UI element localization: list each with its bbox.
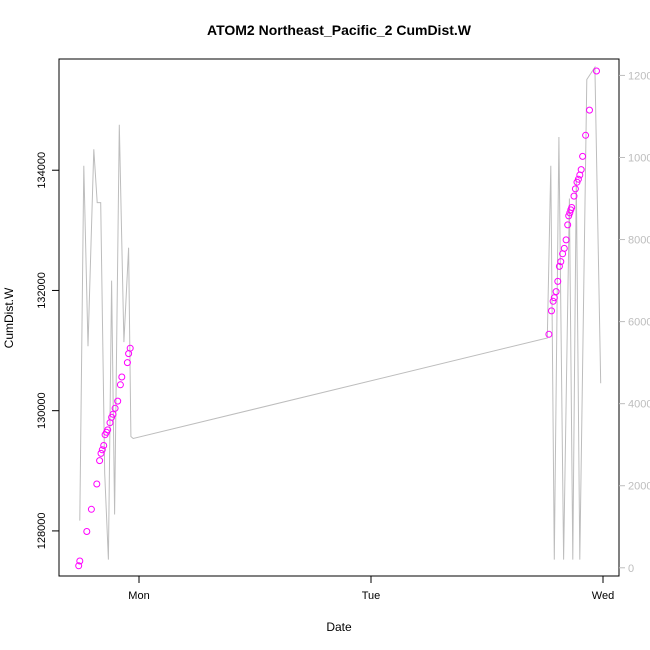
data-point <box>123 359 131 367</box>
y-left-tick-label: 128000 <box>36 513 48 550</box>
y-right-tick-label: 0 <box>628 563 634 575</box>
data-point <box>560 244 568 252</box>
data-point <box>548 307 555 315</box>
x-tick-label: Tue <box>362 590 381 602</box>
data-point <box>562 236 570 244</box>
data-point <box>114 397 122 405</box>
data-point <box>109 410 117 418</box>
data-point <box>554 277 562 285</box>
x-tick-label: Wed <box>592 590 614 602</box>
data-point <box>557 258 565 266</box>
data-point <box>565 212 573 220</box>
y-axis-right: 0 2000 4000 6000 8000 10000 12000 <box>619 70 650 575</box>
data-point <box>550 294 558 302</box>
series-line-layer <box>79 65 602 560</box>
data-point <box>579 152 587 160</box>
data-point <box>568 204 576 211</box>
y-left-tick-label: 132000 <box>36 272 48 309</box>
data-point <box>586 106 593 114</box>
data-point <box>577 166 585 174</box>
y-left-tick-label: 134000 <box>36 152 48 189</box>
data-point <box>549 297 557 305</box>
data-point <box>96 457 104 465</box>
x-tick-label: Mon <box>128 590 149 602</box>
data-point <box>552 288 560 296</box>
y-axis-left: 128000 130000 132000 134000 <box>36 152 59 549</box>
data-point <box>93 480 101 488</box>
data-point <box>118 373 126 381</box>
data-point <box>104 426 112 434</box>
y-right-tick-label: 4000 <box>628 399 650 411</box>
data-point <box>570 192 578 200</box>
data-point <box>593 67 600 75</box>
data-point <box>75 562 83 570</box>
y-axis-label: CumDist.W <box>2 287 16 348</box>
data-point <box>111 404 119 412</box>
y-right-tick-label: 2000 <box>628 481 650 493</box>
series-points-layer <box>75 67 600 570</box>
plot-frame <box>58 58 620 577</box>
data-point <box>582 131 590 139</box>
data-point <box>574 175 582 183</box>
data-point <box>97 449 105 457</box>
x-axis-label: Date <box>326 620 352 634</box>
data-point <box>571 185 579 193</box>
data-point <box>98 446 106 454</box>
data-point <box>87 505 95 513</box>
y-left-tick-label: 130000 <box>36 392 48 429</box>
y-right-tick-label: 12000 <box>628 70 650 82</box>
data-point <box>83 528 91 535</box>
x-axis: Mon Tue Wed <box>128 576 614 602</box>
data-point <box>545 330 553 338</box>
y-right-tick-label: 10000 <box>628 152 650 164</box>
data-point <box>100 442 108 449</box>
data-point <box>126 344 134 352</box>
y-right-tick-label: 8000 <box>628 235 650 247</box>
y-right-tick-label: 6000 <box>628 317 650 329</box>
chart-title: ATOM2 Northeast_Pacific_2 CumDist.W <box>207 22 472 38</box>
data-point <box>76 557 84 565</box>
data-point <box>564 221 572 229</box>
data-point <box>116 381 124 389</box>
data-point <box>555 262 563 270</box>
series-line <box>79 65 602 560</box>
